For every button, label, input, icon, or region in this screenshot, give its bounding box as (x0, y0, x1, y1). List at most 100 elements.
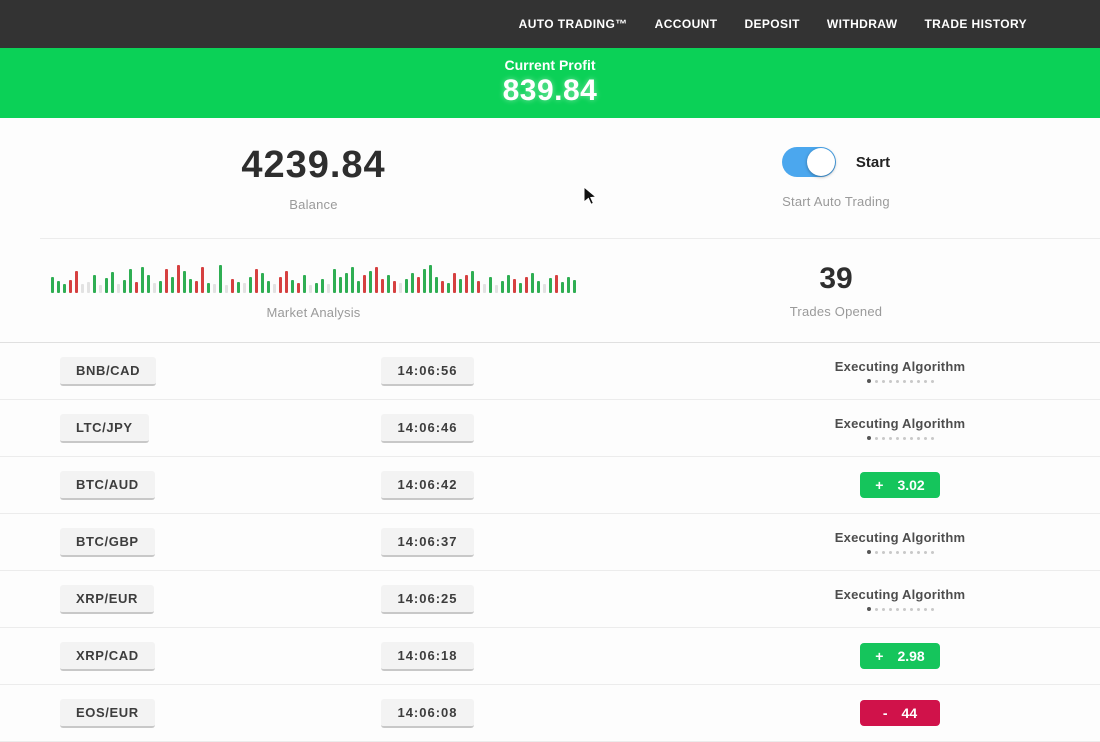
market-bar (141, 267, 144, 293)
executing-label: Executing Algorithm (834, 587, 966, 602)
balance-and-toggle-row: 4239.84 Balance Start Start Auto Trading (0, 118, 1100, 238)
market-bar (321, 279, 324, 293)
market-bar (399, 283, 402, 293)
market-bar (573, 280, 576, 293)
section-divider (40, 238, 1100, 239)
market-bar (309, 285, 312, 293)
market-bar (483, 284, 486, 293)
auto-trading-block: Start Start Auto Trading (627, 118, 1100, 238)
market-bar (339, 277, 342, 293)
market-bar (345, 273, 348, 293)
market-bar (99, 285, 102, 293)
trades-opened-value: 39 (819, 262, 853, 295)
market-bar (285, 271, 288, 293)
currency-pair-chip: XRP/EUR (60, 584, 154, 614)
toggle-label: Start (855, 153, 891, 171)
market-bar (393, 281, 396, 293)
executing-status: Executing Algorithm (835, 530, 965, 554)
market-bar (525, 277, 528, 293)
market-bar (459, 279, 462, 293)
market-bar (291, 280, 294, 293)
auto-trading-caption: Start Auto Trading (782, 194, 890, 209)
trade-row: LTC/JPY 14:06:46 Executing Algorithm (0, 400, 1100, 457)
market-bar (357, 281, 360, 293)
market-bar (69, 280, 72, 293)
market-analysis-block: Market Analysis (0, 239, 627, 342)
currency-pair-chip: BTC/GBP (60, 527, 155, 557)
market-bar (555, 275, 558, 293)
current-profit-banner: Current Profit 839.84 (0, 48, 1100, 118)
market-bar (171, 277, 174, 293)
balance-value: 4239.84 (241, 144, 386, 186)
trade-row: BTC/AUD 14:06:42 + 3.02 (0, 457, 1100, 514)
nav-menu-item[interactable]: TRADE HISTORY (924, 17, 1027, 31)
market-bar (195, 281, 198, 293)
top-nav: AUTO TRADING™ ACCOUNT DEPOSIT WITHDRAW T… (0, 0, 1100, 48)
progress-dots-icon (835, 550, 965, 554)
trade-time-chip: 14:06:46 (381, 413, 474, 443)
market-bar (315, 283, 318, 293)
market-bar (165, 269, 168, 293)
market-analysis-caption: Market Analysis (266, 305, 361, 320)
currency-pair-chip: EOS/EUR (60, 698, 155, 728)
trades-opened-block: 39 Trades Opened (627, 239, 1100, 342)
trade-row: BNB/CAD 14:06:56 Executing Algorithm (0, 343, 1100, 400)
result-sign: - (882, 705, 888, 721)
trade-time-chip: 14:06:08 (381, 698, 474, 728)
market-bar (225, 285, 228, 293)
trade-time-chip: 14:06:25 (381, 584, 474, 614)
nav-menu-item[interactable]: WITHDRAW (826, 17, 898, 31)
trade-row: XRP/CAD 14:06:18 + 2.98 (0, 628, 1100, 685)
trade-row: BTC/GBP 14:06:37 Executing Algorithm (0, 514, 1100, 571)
market-bar (561, 282, 564, 293)
market-bar (207, 283, 210, 293)
market-bar (189, 279, 192, 293)
result-sign: + (875, 648, 884, 664)
market-bar (441, 281, 444, 293)
trade-time-chip: 14:06:37 (381, 527, 474, 557)
market-bar (105, 278, 108, 293)
market-bar (489, 277, 492, 293)
current-profit-label: Current Profit (504, 57, 596, 73)
market-bar (513, 279, 516, 293)
market-bar (423, 269, 426, 293)
market-bar (531, 273, 534, 293)
executing-status: Executing Algorithm (835, 359, 965, 383)
market-bar (243, 283, 246, 293)
nav-menu-item[interactable]: ACCOUNT (654, 17, 718, 31)
market-bar (123, 280, 126, 293)
market-bar (177, 265, 180, 293)
market-bar (111, 272, 114, 293)
market-bar (279, 277, 282, 293)
trades-table: BNB/CAD 14:06:56 Executing Algorithm (0, 342, 1100, 742)
nav-menu-item[interactable]: DEPOSIT (744, 17, 800, 31)
market-bar (183, 271, 186, 293)
market-bar (465, 275, 468, 293)
market-bar (435, 277, 438, 293)
market-bar (159, 281, 162, 293)
market-bar (537, 281, 540, 293)
trade-time-chip: 14:06:42 (381, 470, 474, 500)
market-bar (129, 269, 132, 293)
market-bar (405, 279, 408, 293)
market-bar (57, 281, 60, 293)
market-bar (417, 277, 420, 293)
balance-caption: Balance (289, 197, 338, 212)
market-bar (201, 267, 204, 293)
trade-result-badge: + 2.98 (860, 643, 940, 669)
nav-menu-item[interactable]: AUTO TRADING™ (518, 17, 628, 31)
market-bar (147, 275, 150, 293)
market-bar (375, 267, 378, 293)
executing-label: Executing Algorithm (834, 359, 966, 374)
market-bar (351, 267, 354, 293)
market-bar (93, 275, 96, 293)
market-bar (135, 282, 138, 293)
market-bar (153, 283, 156, 293)
executing-status: Executing Algorithm (835, 416, 965, 440)
market-bar (249, 277, 252, 293)
trade-time-chip: 14:06:18 (381, 641, 474, 671)
auto-trading-toggle[interactable] (781, 147, 836, 177)
market-bar (477, 281, 480, 293)
result-value: 2.98 (897, 648, 925, 664)
